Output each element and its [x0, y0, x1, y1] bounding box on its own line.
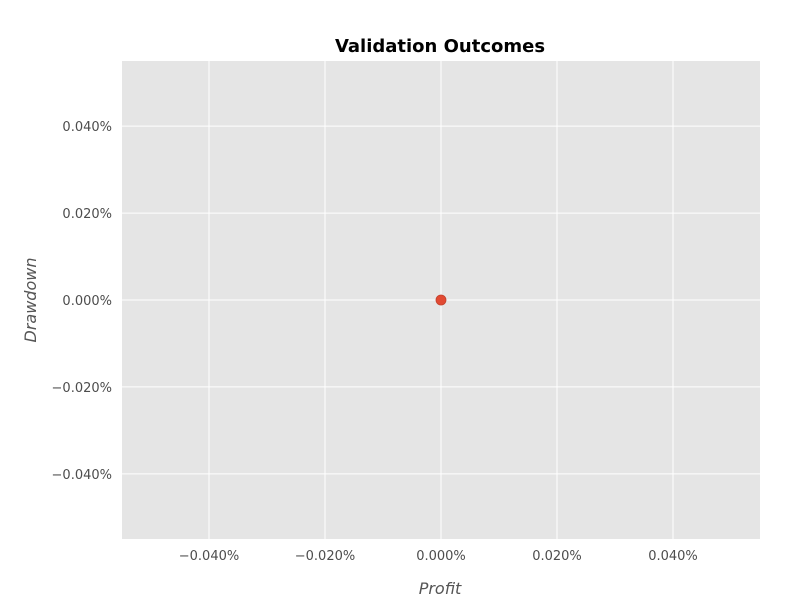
y-tick-label: 0.000%: [62, 294, 112, 309]
y-tick-label: 0.020%: [62, 207, 112, 222]
chart-title: Validation Outcomes: [335, 36, 545, 57]
x-tick-label: −0.020%: [295, 549, 355, 564]
x-axis-label: Profit: [419, 579, 462, 598]
y-tick-label: −0.040%: [52, 468, 112, 483]
data-points: [435, 294, 447, 306]
y-tick-label: 0.040%: [62, 120, 112, 135]
x-tick-label: 0.000%: [416, 549, 466, 564]
y-axis-label: Drawdown: [21, 258, 40, 343]
tick-labels: −0.040% −0.020% 0.000% 0.020% 0.040% −0.040% −…: [52, 120, 698, 564]
x-tick-label: 0.040%: [648, 549, 698, 564]
data-point: [435, 294, 447, 306]
x-tick-label: 0.020%: [532, 549, 582, 564]
y-tick-label: −0.020%: [52, 381, 112, 396]
x-tick-label: −0.040%: [179, 549, 239, 564]
